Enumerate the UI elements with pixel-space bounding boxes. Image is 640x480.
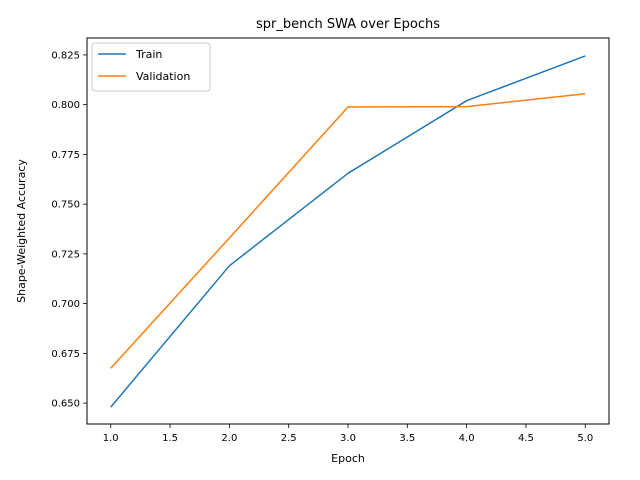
y-tick-label: 0.725: [51, 249, 80, 260]
x-tick-label: 4.0: [459, 433, 475, 444]
x-tick-label: 2.5: [281, 433, 297, 444]
legend-box: [91, 42, 211, 92]
x-tick-label: 4.5: [518, 433, 534, 444]
x-tick-label: 1.0: [103, 433, 119, 444]
y-tick-label: 0.800: [51, 100, 80, 111]
y-tick-label: 0.675: [51, 349, 80, 360]
x-tick-label: 5.0: [577, 433, 593, 444]
y-tick-label: 0.775: [51, 150, 80, 161]
x-tick-label: 2.0: [221, 433, 237, 444]
plot-area: [110, 55, 586, 408]
x-axis-label: Epoch: [331, 452, 365, 465]
legend-label-validation: Validation: [136, 70, 190, 83]
legend-label-train: Train: [135, 48, 162, 61]
x-tick-label: 1.5: [162, 433, 178, 444]
x-tick-label: 3.5: [399, 433, 415, 444]
y-tick-label: 0.750: [51, 200, 80, 211]
chart-title: spr_bench SWA over Epochs: [256, 17, 440, 32]
y-axis-label: Shape-Weighted Accuracy: [15, 159, 28, 303]
x-tick-label: 3.0: [340, 433, 356, 444]
series-line-validation: [110, 92, 586, 369]
y-tick-label: 0.700: [51, 299, 80, 310]
y-tick-label: 0.825: [51, 50, 80, 61]
series-line-train: [110, 55, 586, 408]
legend: Train Validation: [91, 42, 211, 92]
y-tick-label: 0.650: [51, 399, 80, 410]
y-axis-ticks: 0.650 0.675 0.700 0.725 0.750 0.775 0.800 0.825: [51, 50, 87, 410]
x-axis-ticks: 1.0 1.5 2.0 2.5 3.0 3.5 4.0 4.5 5.0: [103, 424, 593, 444]
